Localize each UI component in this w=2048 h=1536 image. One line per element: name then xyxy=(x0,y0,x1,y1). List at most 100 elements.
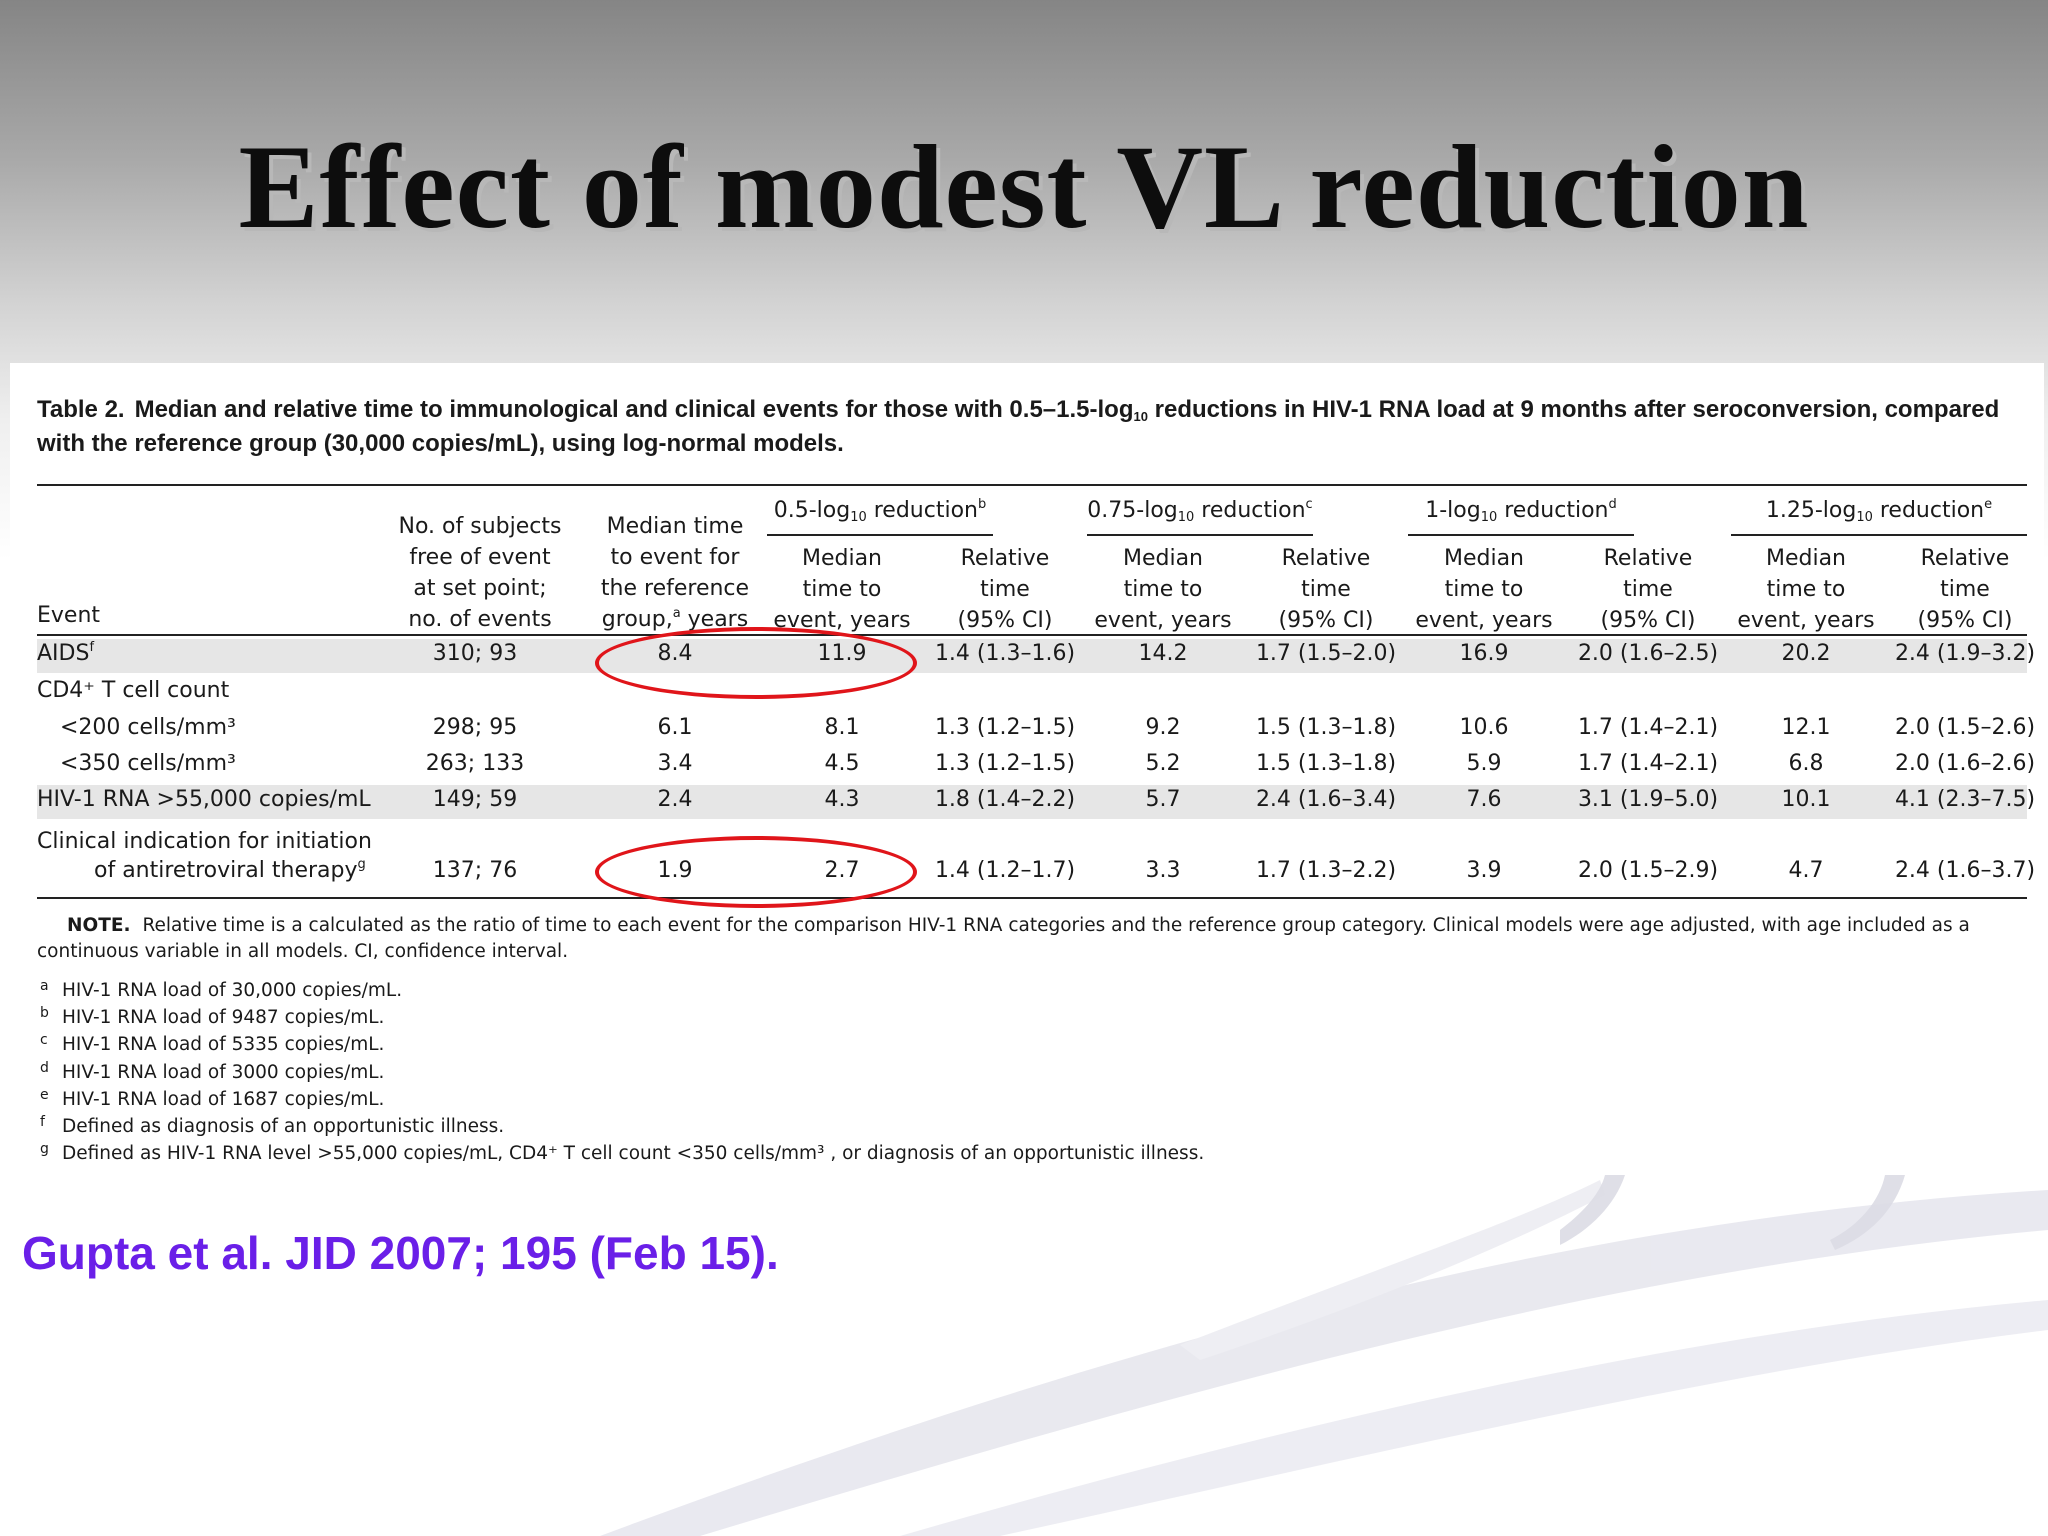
cell-relative-time: 3.1 (1.9–5.0) xyxy=(1577,787,1719,812)
group-text: 0.75-log xyxy=(1087,498,1178,523)
cell-median-time: 16.9 xyxy=(1459,641,1509,666)
cell-median-reference: 3.4 xyxy=(657,751,693,776)
cell-median-time: 3.9 xyxy=(1466,858,1502,883)
cell-median-reference: 6.1 xyxy=(657,715,693,740)
group-subscript: 10 xyxy=(1856,510,1873,525)
highlight-oval xyxy=(595,627,917,699)
cell-relative-time: 4.1 (2.3–7.5) xyxy=(1894,787,2036,812)
header-line: (95% CI) xyxy=(1600,608,1696,633)
footnote: a HIV-1 RNA load of 30,000 copies/mL. xyxy=(40,973,402,1004)
cell-relative-time: 1.8 (1.4–2.2) xyxy=(934,787,1076,812)
row-shading xyxy=(37,639,2027,673)
footnote-mark: b xyxy=(40,1005,49,1022)
event-name: Clinical indication for initiation xyxy=(37,829,372,854)
footnote-mark: d xyxy=(40,1059,49,1076)
caption-subscript: 10 xyxy=(1133,409,1148,424)
header-line: time to xyxy=(1444,577,1524,602)
header-line: Median xyxy=(1443,546,1525,571)
cell-subjects: 137; 76 xyxy=(432,858,518,883)
cell-relative-time: 2.0 (1.5–2.9) xyxy=(1577,858,1719,883)
group-subscript: 10 xyxy=(1177,510,1195,525)
footnote-mark: a xyxy=(40,978,49,994)
citation: Gupta et al. JID 2007; 195 (Feb 15). xyxy=(22,1227,779,1279)
footnote-text: HIV-1 RNA load of 3000 copies/mL. xyxy=(62,1061,385,1083)
header-line: (95% CI) xyxy=(1917,608,2013,633)
note-text: Relative time is a calculated as the rat… xyxy=(37,915,1970,962)
cell-median-time: 5.2 xyxy=(1145,751,1181,776)
event-name: HIV-1 RNA >55,000 copies/mL xyxy=(37,787,371,812)
cell-relative-time: 2.0 (1.6–2.5) xyxy=(1577,641,1719,666)
subheader-relative: Relative time (95% CI) xyxy=(1246,543,1406,636)
subheader-median: Median time to event, years xyxy=(1726,543,1886,636)
header-line: (95% CI) xyxy=(1278,608,1374,633)
header-line: Relative xyxy=(1603,546,1693,571)
cell-median-time: 3.3 xyxy=(1145,858,1181,883)
header-line: Relative xyxy=(1281,546,1371,571)
header-line: time to xyxy=(1123,577,1203,602)
footnote: c HIV-1 RNA load of 5335 copies/mL. xyxy=(40,1027,384,1058)
header-group-1-log: 1-log10 reductiond xyxy=(1408,495,1634,526)
event-text: HIV-1 RNA >55,000 copies/mL xyxy=(37,787,371,812)
footnote: d HIV-1 RNA load of 3000 copies/mL. xyxy=(40,1055,384,1086)
highlight-oval xyxy=(595,836,917,908)
header-line: No. of subjects xyxy=(398,514,562,539)
group-text: reduction xyxy=(1194,498,1306,523)
footnote-text: HIV-1 RNA load of 9487 copies/mL. xyxy=(62,1007,385,1029)
table-image-panel: Table 2. Median and relative time to immu… xyxy=(10,363,2044,1173)
footnote-ref: g xyxy=(357,857,366,872)
header-line: time xyxy=(1301,577,1351,602)
cell-median-time: 12.1 xyxy=(1781,715,1831,740)
footnote-text: HIV-1 RNA load of 5335 copies/mL. xyxy=(62,1034,385,1056)
footnote-mark: f xyxy=(40,1114,45,1130)
event-text: of antiretroviral therapy xyxy=(94,858,358,883)
subheader-median: Median time to event, years xyxy=(1404,543,1564,636)
header-line: event, years xyxy=(1737,608,1875,633)
cell-relative-time: 1.7 (1.5–2.0) xyxy=(1255,641,1397,666)
subheader-median: Median time to event, years xyxy=(1083,543,1243,636)
group-subscript: 10 xyxy=(850,510,867,525)
header-line: Relative xyxy=(960,546,1050,571)
header-line: Median xyxy=(801,546,883,571)
group-subscript: 10 xyxy=(1480,510,1498,525)
cell-median-time: 5.7 xyxy=(1145,787,1181,812)
cell-median-time: 6.8 xyxy=(1788,751,1824,776)
footnote-mark: c xyxy=(40,1032,48,1049)
header-line: time to xyxy=(802,577,882,602)
subheader-median: Median time to event, years xyxy=(762,543,922,636)
header-line: time xyxy=(980,577,1030,602)
header-line: the reference xyxy=(600,576,750,601)
footnote: g Defined as HIV-1 RNA level >55,000 copi… xyxy=(40,1136,1204,1167)
header-line: time xyxy=(1940,577,1990,602)
cell-subjects: 298; 95 xyxy=(432,715,518,740)
cell-median-time: 8.1 xyxy=(824,715,860,740)
cell-median-time: 10.6 xyxy=(1459,715,1509,740)
cell-relative-time: 1.5 (1.3–1.8) xyxy=(1255,751,1397,776)
cell-median-time: 4.7 xyxy=(1788,858,1824,883)
cell-median-time: 20.2 xyxy=(1781,641,1831,666)
subheader-relative: Relative time (95% CI) xyxy=(1885,543,2045,636)
group-text: reduction xyxy=(1872,498,1985,523)
header-group-1-25-log: 1.25-log10 reductione xyxy=(1731,495,2027,526)
subheader-relative: Relative time (95% CI) xyxy=(1568,543,1728,636)
header-group-0-5-log: 0.5-log10 reductionb xyxy=(767,495,993,526)
header-subjects: No. of subjects free of event at set poi… xyxy=(380,511,580,635)
header-line: Median time xyxy=(606,514,744,539)
header-event: Event xyxy=(37,603,101,628)
table-bottom-rule xyxy=(37,897,2027,899)
cell-relative-time: 1.4 (1.2–1.7) xyxy=(934,858,1076,883)
header-line: time xyxy=(1623,577,1673,602)
cell-relative-time: 1.7 (1.4–2.1) xyxy=(1577,715,1719,740)
cell-median-time: 7.6 xyxy=(1466,787,1502,812)
cell-relative-time: 1.3 (1.2–1.5) xyxy=(934,751,1076,776)
row-shading xyxy=(37,785,2027,819)
group-text: 1.25-log xyxy=(1765,498,1857,523)
cell-relative-time: 2.4 (1.6–3.7) xyxy=(1894,858,2036,883)
caption-text-a: Median and relative time to immunologica… xyxy=(134,396,1134,423)
header-line: at set point; xyxy=(413,576,547,601)
header-line: to event for xyxy=(610,545,740,570)
header-line: (95% CI) xyxy=(957,608,1053,633)
footnote-text: HIV-1 RNA load of 30,000 copies/mL. xyxy=(62,980,403,1001)
event-text: CD4⁺ T cell count xyxy=(37,678,230,703)
footnote-ref: f xyxy=(89,640,95,655)
